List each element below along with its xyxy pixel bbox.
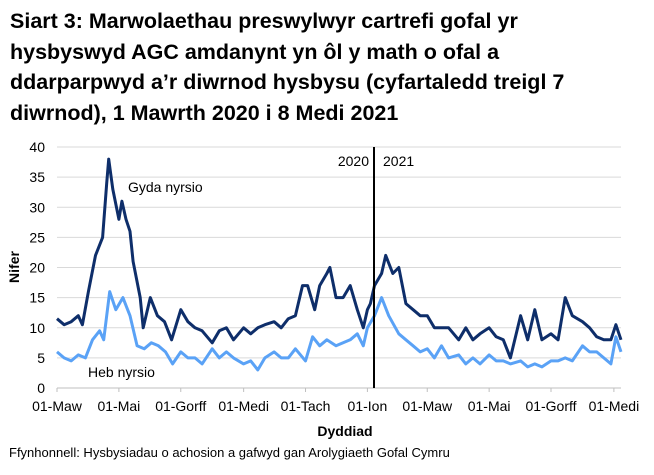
x-tick-label: 01-Maw xyxy=(402,398,453,414)
chart-title: Siart 3: Marwolaethau preswylwyr cartref… xyxy=(10,6,564,128)
x-tick-label: 01-Mai xyxy=(97,398,140,414)
series-lines xyxy=(56,157,623,372)
x-tick-label: 01-Mai xyxy=(468,398,511,414)
chart-title-line: ddarparpwyd a’r diwrnod hysbysu (cyfarta… xyxy=(10,70,565,94)
y-axis-ticks: 0 5 10 15 20 25 30 35 40 xyxy=(29,139,45,396)
y-tick-label: 30 xyxy=(29,199,45,215)
y-axis-title: Nifer xyxy=(6,251,22,283)
x-tick-label: 01-Gorff xyxy=(155,398,206,414)
y-tick-label: 15 xyxy=(29,290,45,306)
series-label-gyda-nyrsio: Gyda nyrsio xyxy=(128,179,203,195)
x-axis-title: Dyddiad xyxy=(317,423,372,439)
chart-title-line: Siart 3: Marwolaethau preswylwyr cartref… xyxy=(10,9,518,33)
x-tick-label: 01-Gorff xyxy=(525,398,576,414)
y-tick-label: 25 xyxy=(29,229,45,245)
series-label-heb-nyrsio: Heb nyrsio xyxy=(88,364,155,380)
y-tick-label: 40 xyxy=(29,139,45,155)
source-note: Ffynhonnell: Hysbysiadau o achosion a ga… xyxy=(9,445,450,460)
y-tick-label: 0 xyxy=(37,380,45,396)
series-line-gyda-nyrsio xyxy=(56,157,623,360)
x-tick-label: 01-Medi xyxy=(218,398,269,414)
year-label-2021: 2021 xyxy=(383,153,414,169)
x-tick-label: 01-Tach xyxy=(281,398,331,414)
chart-title-line: diwrnod), 1 Mawrth 2020 i 8 Medi 2021 xyxy=(10,100,399,125)
y-tick-label: 5 xyxy=(37,350,45,366)
y-tick-label: 35 xyxy=(29,169,45,185)
x-axis-ticks: 01-Maw 01-Mai 01-Gorff 01-Medi 01-Tach 01-Ion… xyxy=(32,388,639,414)
x-tick-label: 01-Ion xyxy=(348,398,388,414)
y-tick-label: 20 xyxy=(29,260,45,276)
x-tick-label: 01-Maw xyxy=(32,398,83,414)
x-tick-label: 01-Medi xyxy=(589,398,640,414)
gridlines xyxy=(57,146,621,389)
chart-title-line: hysbyswyd AGC amdanynt yn ôl y math o of… xyxy=(10,39,500,64)
series-line-heb-nyrsio xyxy=(56,290,623,372)
y-tick-label: 10 xyxy=(29,320,45,336)
year-label-2020: 2020 xyxy=(338,153,369,169)
